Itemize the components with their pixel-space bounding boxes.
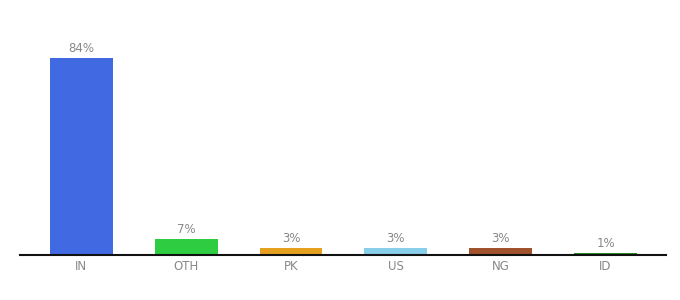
Text: 3%: 3%	[282, 232, 300, 245]
Bar	[154, 238, 218, 255]
Text: 84%: 84%	[68, 42, 95, 55]
Text: 3%: 3%	[492, 232, 510, 245]
Bar	[469, 248, 532, 255]
Text: 7%: 7%	[177, 223, 195, 236]
Bar	[574, 253, 637, 255]
Text: 3%: 3%	[387, 232, 405, 245]
Bar	[364, 248, 427, 255]
Bar	[260, 248, 322, 255]
Bar	[50, 58, 113, 255]
Text: 1%: 1%	[596, 237, 615, 250]
